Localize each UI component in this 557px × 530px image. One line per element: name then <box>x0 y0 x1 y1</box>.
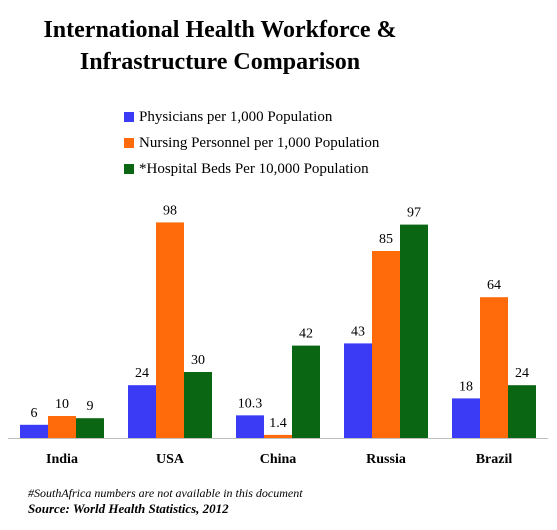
chart-title: International Health Workforce & Infrast… <box>0 14 440 78</box>
bar-brazil-series-0 <box>452 398 480 438</box>
legend-swatch-hospital-beds <box>124 164 134 174</box>
x-tick-label-india: India <box>46 452 78 467</box>
bar-india-series-0 <box>20 424 48 438</box>
data-label-russia-series-1: 85 <box>379 232 393 247</box>
bar-russia-series-1 <box>372 251 400 438</box>
data-label-china-series-0: 10.3 <box>238 396 263 411</box>
bar-usa-series-0 <box>128 385 156 438</box>
data-label-india-series-2: 9 <box>87 399 94 414</box>
bar-india-series-2 <box>76 418 104 438</box>
x-tick-label-china: China <box>260 452 297 467</box>
data-label-india-series-0: 6 <box>31 406 38 421</box>
data-label-brazil-series-0: 18 <box>459 379 473 394</box>
bar-russia-series-2 <box>400 224 428 438</box>
data-label-india-series-1: 10 <box>55 397 69 412</box>
bar-brazil-series-2 <box>508 385 536 438</box>
bar-china-series-2 <box>292 345 320 438</box>
legend-item-hospital-beds: *Hospital Beds Per 10,000 Population <box>124 156 379 182</box>
x-tick-label-russia: Russia <box>366 452 406 467</box>
bar-usa-series-2 <box>184 372 212 438</box>
legend-label-nursing: Nursing Personnel per 1,000 Population <box>139 134 380 151</box>
bar-russia-series-0 <box>344 343 372 438</box>
data-label-china-series-2: 42 <box>299 327 313 342</box>
legend-swatch-nursing <box>124 138 134 148</box>
legend-label-hospital-beds: *Hospital Beds Per 10,000 Population <box>139 160 369 177</box>
chart-legend: Physicians per 1,000 Population Nursing … <box>124 104 379 182</box>
bar-china-series-0 <box>236 415 264 438</box>
chart-title-line-1: International Health Workforce & <box>43 17 397 43</box>
data-label-russia-series-0: 43 <box>351 324 365 339</box>
bar-china-series-1 <box>264 434 292 438</box>
source-note: Source: World Health Statistics, 2012 <box>28 501 229 516</box>
chart-title-line-2: Infrastructure Comparison <box>79 49 361 75</box>
data-label-russia-series-2: 97 <box>407 206 421 221</box>
data-label-usa-series-1: 98 <box>163 203 177 218</box>
footnote: #SouthAfrica numbers are not available i… <box>28 486 303 500</box>
legend-item-nursing: Nursing Personnel per 1,000 Population <box>124 130 379 156</box>
x-tick-label-usa: USA <box>156 452 185 467</box>
data-label-china-series-1: 1.4 <box>269 416 287 431</box>
bar-usa-series-1 <box>156 222 184 438</box>
data-label-usa-series-0: 24 <box>135 366 149 381</box>
legend-item-physicians: Physicians per 1,000 Population <box>124 104 379 130</box>
bar-india-series-1 <box>48 416 76 438</box>
legend-swatch-physicians <box>124 112 134 122</box>
legend-label-physicians: Physicians per 1,000 Population <box>139 108 333 125</box>
x-tick-label-brazil: Brazil <box>476 452 513 467</box>
data-label-brazil-series-1: 64 <box>487 278 501 293</box>
data-label-usa-series-2: 30 <box>191 353 205 368</box>
data-label-brazil-series-2: 24 <box>515 366 529 381</box>
bar-brazil-series-1 <box>480 297 508 438</box>
